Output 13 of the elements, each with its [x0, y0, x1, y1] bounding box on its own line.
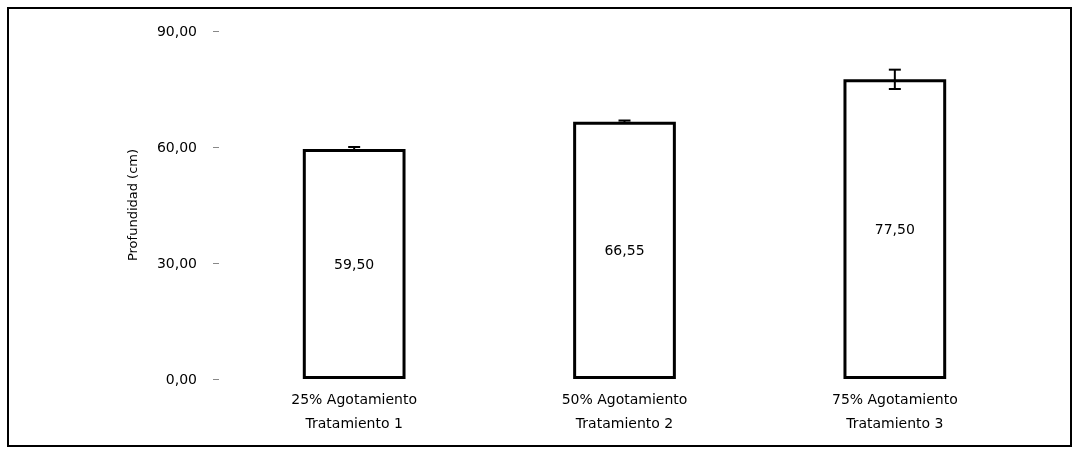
x-tick-label: 75% Agotamiento Tratamiento 3	[831, 391, 958, 431]
y-tick-label: 0,00	[165, 371, 197, 387]
y-axis-title: Profundidad (cm)	[125, 148, 140, 262]
bar	[302, 148, 406, 379]
y-tick-label: 30,00	[156, 255, 197, 271]
data-label: 66,55	[604, 242, 645, 259]
x-tick-label: 50% Agotamiento Tratamiento 2	[561, 391, 688, 431]
x-tick-label: 25% Agotamiento Tratamiento 1	[291, 391, 418, 431]
data-label: 77,50	[874, 221, 915, 238]
y-tick-label: 60,00	[156, 139, 197, 155]
data-label: 59,50	[334, 255, 375, 272]
bar	[573, 121, 676, 379]
y-tick-label: 90,00	[156, 23, 197, 39]
